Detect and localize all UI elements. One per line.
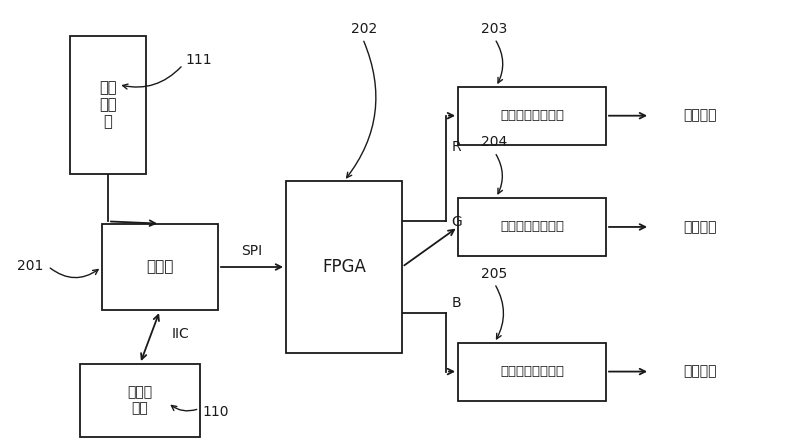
Text: B: B (451, 296, 461, 311)
Bar (458, 343, 606, 401)
Bar (70, 36, 146, 174)
Text: 204: 204 (482, 135, 507, 150)
Text: IIC: IIC (172, 327, 190, 341)
Bar (286, 181, 402, 352)
Text: 蓝灯驱动: 蓝灯驱动 (683, 364, 717, 379)
Text: 绿灯功率放大电路: 绿灯功率放大电路 (500, 220, 564, 234)
Text: 红灯驱动: 红灯驱动 (683, 109, 717, 123)
Text: 单片机: 单片机 (146, 259, 174, 275)
Bar (80, 364, 200, 437)
Text: 110: 110 (202, 405, 230, 419)
Bar (102, 223, 218, 311)
Text: 202: 202 (351, 22, 377, 36)
Text: G: G (451, 215, 462, 230)
Bar (458, 87, 606, 145)
Text: FPGA: FPGA (322, 258, 366, 276)
Text: 绿灯驱动: 绿灯驱动 (683, 220, 717, 234)
Text: R: R (451, 140, 461, 154)
Text: 201: 201 (18, 259, 43, 273)
Text: 111: 111 (185, 53, 212, 67)
Text: 蓝灯功率放大电路: 蓝灯功率放大电路 (500, 365, 564, 378)
Text: 红灯功率放大电路: 红灯功率放大电路 (500, 109, 564, 122)
Text: 205: 205 (482, 267, 507, 281)
Text: 203: 203 (482, 22, 507, 36)
Text: SPI: SPI (242, 244, 262, 258)
Text: 颜色传
感器: 颜色传 感器 (127, 385, 153, 416)
Text: 温度
传感
器: 温度 传感 器 (99, 80, 117, 129)
Bar (458, 198, 606, 256)
